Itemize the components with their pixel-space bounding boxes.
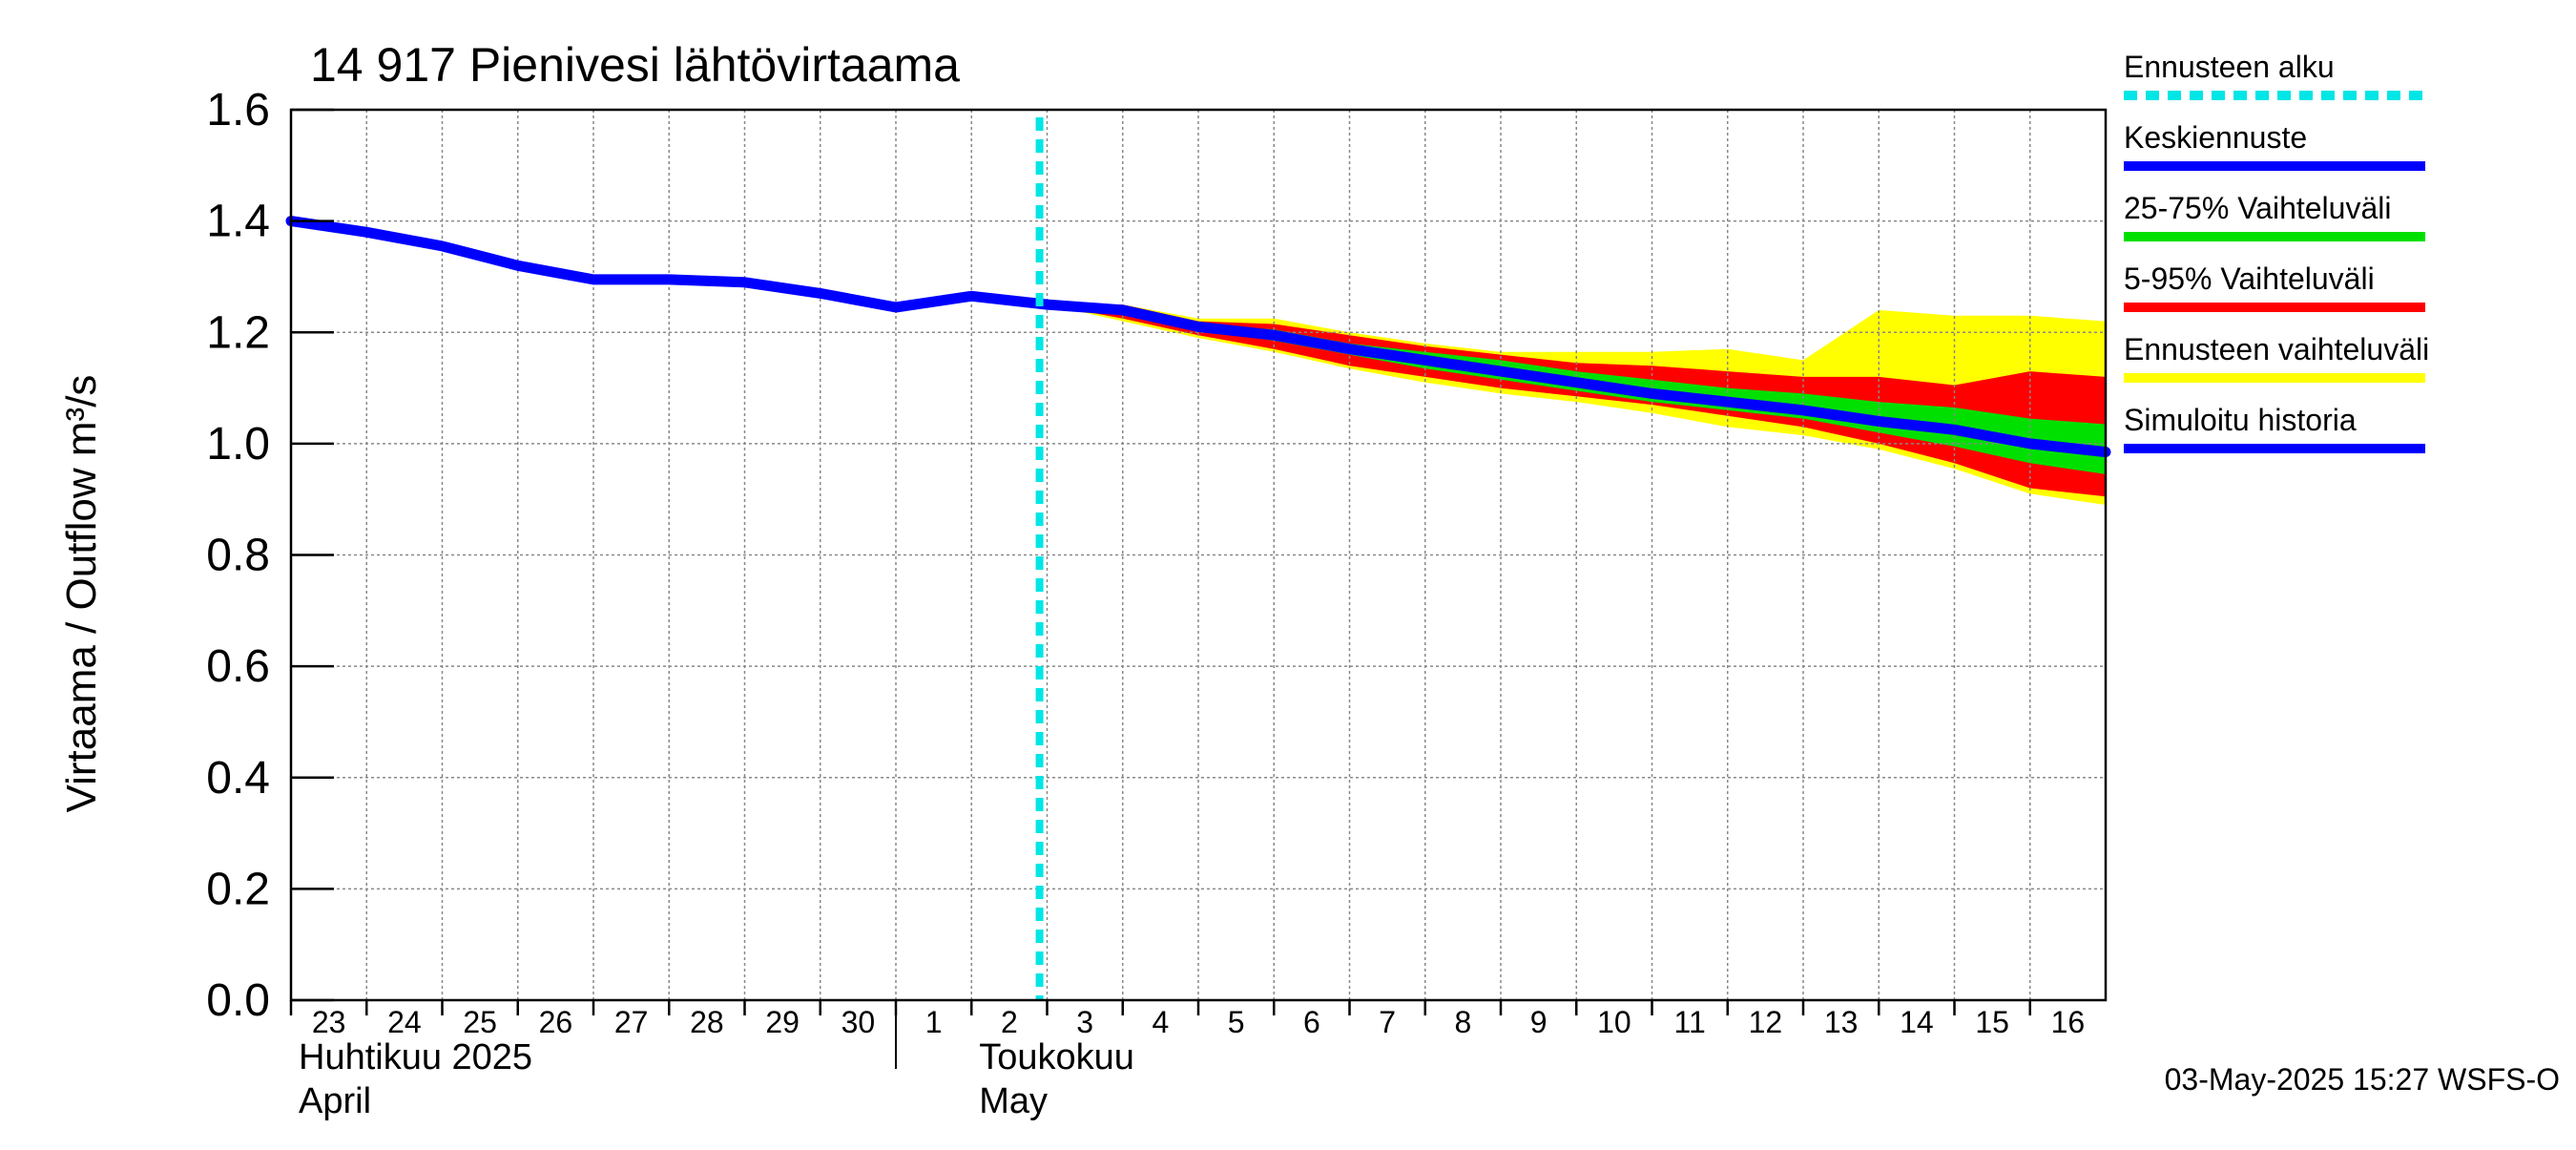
x-tick-label-6: 29: [765, 1005, 800, 1039]
band-5-95-vaihteluv-li: [1047, 304, 2106, 497]
y-tick-label-5: 1.0: [206, 419, 270, 470]
x-tick-label-15: 8: [1454, 1005, 1471, 1039]
series-lines: [285, 117, 2111, 1000]
y-tick-label-0: 0.0: [206, 975, 270, 1026]
month-label-0-line2: April: [299, 1081, 371, 1121]
series-keskiennuste: [1042, 299, 2111, 458]
x-tick-label-17: 10: [1597, 1005, 1631, 1039]
x-tick-label-0: 23: [312, 1005, 346, 1039]
legend-label-4: Ennusteen vaihteluväli: [2124, 332, 2429, 366]
legend-label-5: Simuloitu historia: [2124, 403, 2357, 437]
x-tick-label-16: 9: [1530, 1005, 1548, 1039]
y-tick-label-1: 0.2: [206, 864, 270, 914]
x-tick-label-5: 28: [690, 1005, 724, 1039]
x-tick-label-9: 2: [1001, 1005, 1018, 1039]
axes: 0.00.20.40.60.81.01.21.41.623 24 25 26 27 28 2…: [206, 85, 2108, 1121]
x-tick-label-20: 13: [1824, 1005, 1859, 1039]
x-tick-label-12: 5: [1228, 1005, 1245, 1039]
y-tick-label-7: 1.4: [206, 197, 270, 247]
x-tick-label-14: 7: [1379, 1005, 1396, 1039]
legend-label-3: 5-95% Vaihteluväli: [2124, 261, 2375, 296]
month-label-0-line1: Huhtikuu 2025: [299, 1037, 532, 1077]
y-tick-label-6: 1.2: [206, 307, 270, 358]
grid: [291, 109, 2106, 1000]
y-tick-label-3: 0.6: [206, 641, 270, 692]
chart-title: 14 917 Pienivesi lähtövirtaama: [310, 38, 960, 92]
legend-label-1: Keskiennuste: [2124, 120, 2307, 155]
month-label-1-line1: Toukokuu: [979, 1037, 1134, 1077]
x-tick-label-19: 12: [1749, 1005, 1783, 1039]
y-tick-label-8: 1.6: [206, 85, 270, 136]
y-tick-label-2: 0.4: [206, 753, 270, 804]
x-tick-label-2: 25: [463, 1005, 497, 1039]
legend-label-0: Ennusteen alku: [2124, 50, 2335, 84]
x-tick-label-3: 26: [539, 1005, 573, 1039]
month-label-1-line2: May: [979, 1081, 1048, 1121]
footer-timestamp: 03-May-2025 15:27 WSFS-O: [2165, 1062, 2560, 1097]
y-axis-label: Virtaama / Outflow m³/s: [58, 375, 105, 813]
x-tick-label-13: 6: [1303, 1005, 1320, 1039]
series-simuloitu-historia: [285, 216, 1052, 313]
x-tick-label-8: 1: [925, 1005, 943, 1039]
x-tick-label-18: 11: [1674, 1005, 1706, 1039]
x-tick-label-4: 27: [614, 1005, 649, 1039]
y-tick-label-4: 0.8: [206, 531, 270, 581]
x-tick-label-21: 14: [1900, 1005, 1934, 1039]
legend: Ennusteen alku Keskiennuste 25-75% Vaihtel…: [2124, 50, 2429, 453]
x-tick-label-1: 24: [387, 1005, 422, 1039]
legend-label-2: 25-75% Vaihteluväli: [2124, 191, 2391, 225]
x-tick-label-11: 4: [1152, 1005, 1169, 1039]
x-tick-label-23: 16: [2051, 1005, 2086, 1039]
x-tick-label-10: 3: [1076, 1005, 1093, 1039]
x-tick-label-7: 30: [841, 1005, 876, 1039]
x-tick-label-22: 15: [1975, 1005, 2009, 1039]
